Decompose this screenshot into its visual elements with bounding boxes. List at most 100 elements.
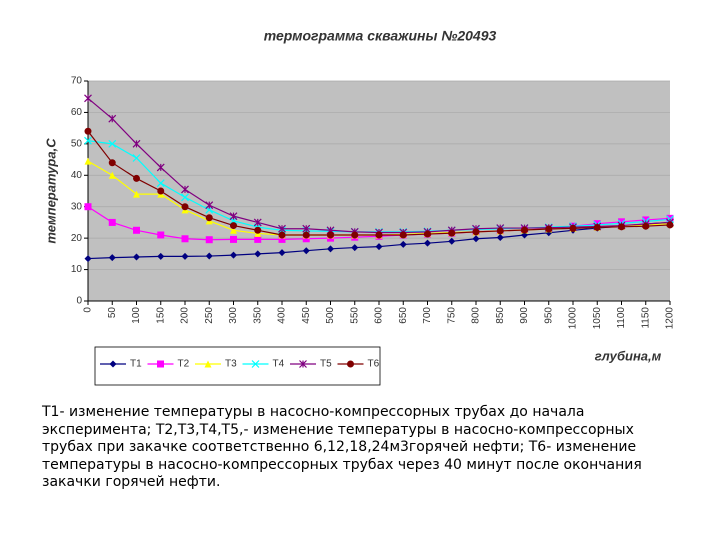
marker	[472, 228, 480, 236]
marker	[84, 255, 92, 263]
marker	[327, 231, 334, 239]
marker	[327, 245, 334, 253]
marker	[181, 252, 189, 260]
x-tick-label: 1000	[568, 307, 579, 330]
marker	[84, 203, 92, 211]
marker	[84, 127, 92, 135]
marker	[666, 221, 674, 229]
marker	[278, 235, 286, 243]
x-tick-label: 400	[277, 307, 288, 324]
legend-label: T4	[273, 359, 285, 370]
marker	[448, 237, 456, 245]
marker	[157, 187, 165, 195]
marker	[347, 360, 354, 368]
marker	[133, 226, 140, 234]
x-tick-label: 50	[107, 307, 118, 319]
marker	[399, 231, 407, 239]
x-tick-label: 150	[155, 307, 166, 324]
marker	[569, 224, 577, 232]
marker	[666, 214, 674, 222]
marker	[253, 218, 262, 227]
x-tick-label: 950	[543, 307, 554, 324]
marker	[157, 231, 165, 239]
marker	[181, 185, 189, 194]
legend-label: T5	[320, 359, 332, 370]
marker	[448, 229, 456, 237]
x-tick-label: 1100	[616, 307, 627, 329]
marker	[642, 216, 650, 224]
marker	[278, 231, 286, 239]
y-tick-label: 0	[76, 296, 82, 307]
x-tick-label: 850	[495, 307, 506, 324]
marker	[278, 249, 286, 257]
marker	[302, 231, 310, 239]
x-tick-label: 100	[131, 307, 142, 324]
marker	[496, 234, 504, 242]
x-tick-label: 650	[398, 307, 409, 324]
marker	[230, 222, 237, 230]
y-axis-label: температура,С	[43, 138, 58, 244]
marker	[302, 247, 310, 255]
marker	[205, 252, 213, 260]
marker	[351, 244, 359, 252]
marker	[181, 235, 189, 243]
legend-label: T6	[368, 359, 380, 370]
marker	[229, 212, 238, 221]
x-tick-label: 700	[422, 307, 433, 324]
legend-box	[94, 346, 381, 386]
marker	[108, 218, 116, 226]
chart: термограмма скважины №20493 температура,…	[43, 28, 676, 386]
y-tick-label: 30	[71, 201, 83, 212]
x-tick-label: 0	[83, 307, 94, 313]
marker	[496, 227, 504, 235]
marker	[84, 94, 92, 103]
marker	[618, 218, 625, 226]
marker	[157, 360, 164, 368]
marker	[302, 224, 311, 233]
x-tick-label: 1150	[640, 307, 651, 329]
marker	[254, 235, 262, 243]
marker	[108, 139, 117, 148]
x-tick-label: 1200	[665, 307, 676, 330]
marker	[132, 139, 141, 148]
marker	[205, 214, 213, 222]
marker	[230, 226, 237, 234]
x-tick-label: 900	[519, 307, 530, 324]
marker	[375, 243, 383, 251]
chart-title: термограмма скважины №20493	[264, 28, 497, 44]
marker	[133, 253, 140, 261]
marker	[108, 159, 116, 167]
marker	[618, 223, 625, 231]
marker	[156, 179, 165, 188]
x-tick-label: 350	[252, 307, 263, 324]
marker	[109, 360, 117, 368]
marker	[642, 222, 650, 230]
legend-label: T1	[130, 359, 142, 370]
marker	[399, 240, 407, 248]
x-axis-label: глубина,м	[595, 348, 662, 363]
y-tick-label: 20	[71, 233, 83, 244]
x-tick-label: 300	[228, 307, 239, 324]
y-tick-label: 50	[71, 138, 83, 149]
legend-label: T2	[178, 359, 190, 370]
marker	[545, 225, 553, 233]
marker	[424, 230, 431, 238]
x-tick-label: 600	[374, 307, 385, 324]
marker	[230, 251, 237, 259]
x-tick-label: 1050	[592, 307, 603, 330]
marker	[108, 254, 116, 262]
x-tick-label: 750	[446, 307, 457, 324]
marker	[204, 360, 212, 368]
marker	[133, 174, 140, 182]
marker	[521, 226, 528, 234]
marker	[181, 193, 189, 202]
legend-label: T3	[225, 359, 237, 370]
x-tick-label: 800	[471, 307, 482, 324]
marker	[157, 252, 165, 260]
x-tick-label: 450	[301, 307, 312, 324]
marker	[593, 223, 601, 231]
marker	[108, 114, 117, 123]
marker	[375, 231, 383, 239]
x-tick-label: 500	[325, 307, 336, 324]
